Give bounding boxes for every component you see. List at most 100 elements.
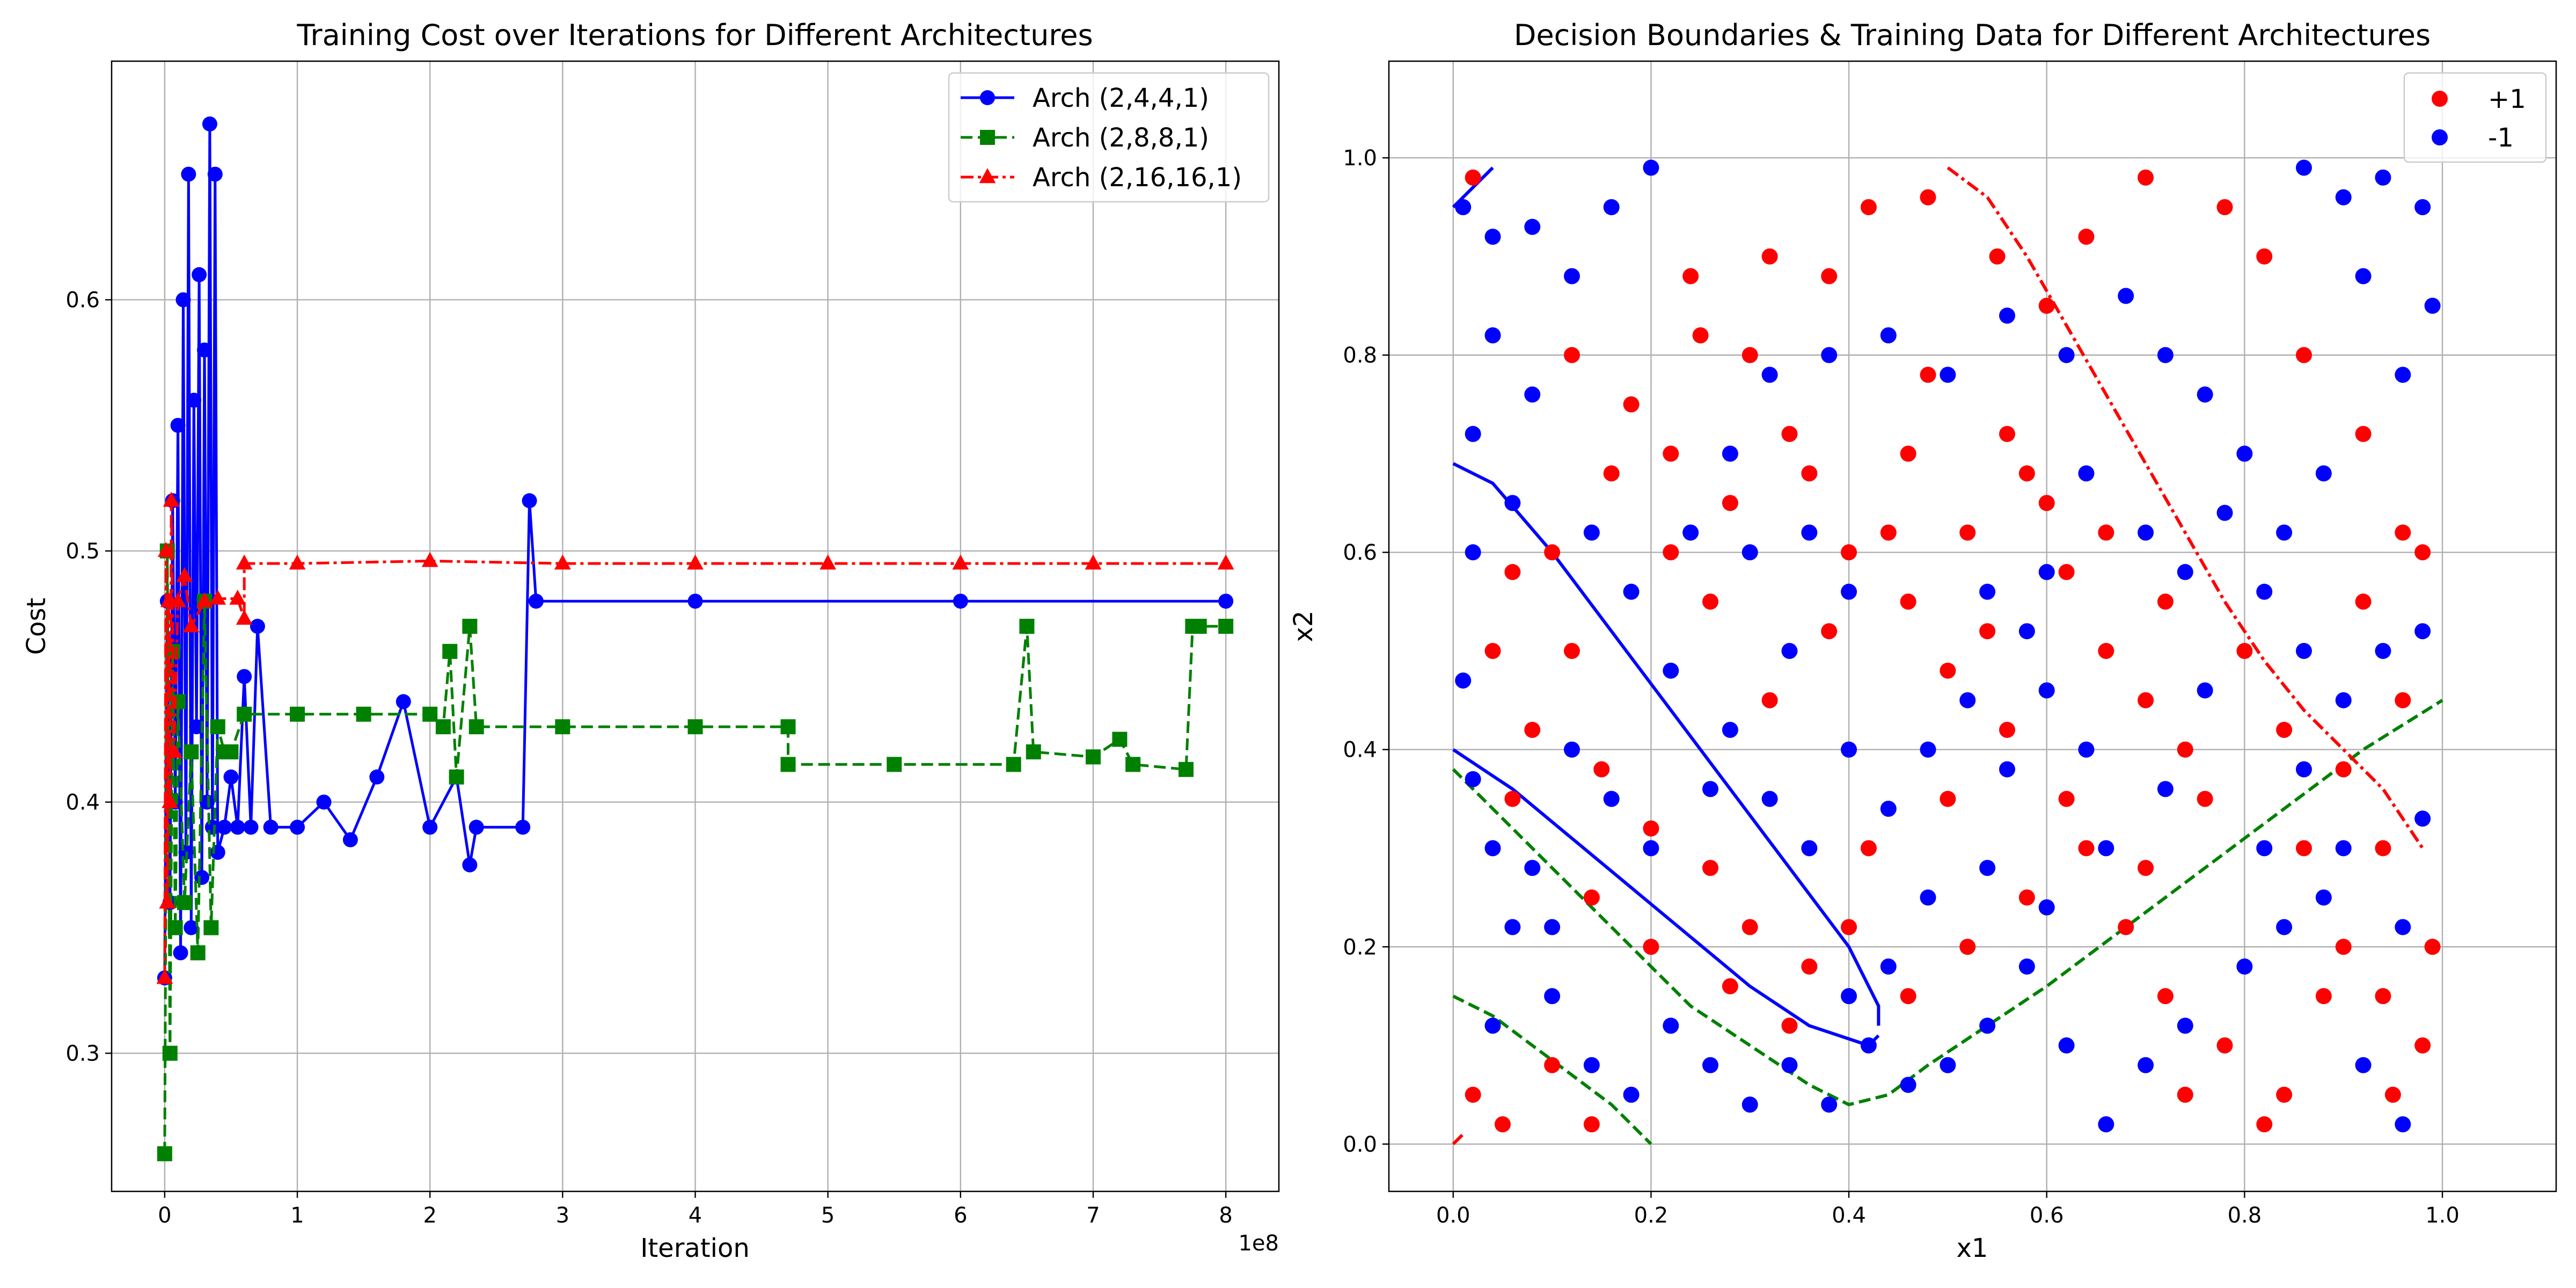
data-point <box>2375 840 2391 857</box>
data-point <box>1979 583 1996 600</box>
data-point <box>1643 159 1659 176</box>
data-point <box>230 819 245 835</box>
data-point <box>2118 919 2134 935</box>
data-point <box>2078 229 2095 245</box>
data-point <box>163 492 180 507</box>
data-point <box>173 945 188 961</box>
data-point <box>2058 1037 2075 1054</box>
data-point <box>469 719 484 735</box>
data-point <box>2335 761 2352 778</box>
data-point <box>1663 544 1679 561</box>
data-point <box>2256 248 2273 265</box>
x-tick-label: 0.6 <box>2030 1203 2064 1228</box>
data-point <box>952 554 969 570</box>
data-point <box>1920 189 1936 206</box>
data-point <box>1682 524 1699 541</box>
y-tick-label: 0.0 <box>1343 1132 1377 1157</box>
data-point <box>1761 367 1778 383</box>
data-point <box>2197 791 2213 807</box>
data-point <box>1741 347 1758 363</box>
data-point <box>1455 672 1472 689</box>
data-point <box>2157 347 2174 363</box>
decision-plot-frame <box>1388 60 2557 1192</box>
data-point <box>2335 189 2352 206</box>
data-point <box>2138 524 2154 541</box>
data-point <box>2395 1116 2411 1133</box>
legend-label: -1 <box>2488 123 2514 153</box>
data-point <box>2038 495 2055 511</box>
data-point <box>1940 367 1956 383</box>
data-point <box>2256 1116 2273 1133</box>
data-point <box>1217 554 1234 570</box>
data-point <box>1722 495 1738 511</box>
data-point <box>1920 741 1936 758</box>
data-point <box>157 1146 172 1161</box>
data-point <box>1682 268 1699 284</box>
data-point <box>1999 761 2016 778</box>
data-point <box>2138 860 2154 876</box>
data-point <box>1465 426 1481 442</box>
data-point <box>1989 248 2006 265</box>
data-point <box>422 819 438 835</box>
data-point <box>687 594 703 609</box>
data-point <box>2038 899 2055 916</box>
data-point <box>1563 741 1580 758</box>
data-point <box>1504 919 1521 935</box>
data-point <box>1940 1057 1956 1073</box>
data-point <box>182 617 200 633</box>
data-point <box>165 743 182 758</box>
data-point <box>1544 544 1561 561</box>
data-point <box>2138 692 2154 708</box>
data-point <box>1841 919 1857 935</box>
data-point <box>1722 721 1738 738</box>
data-point <box>2177 1086 2193 1103</box>
data-point <box>1940 791 1956 807</box>
data-point <box>1959 524 1976 541</box>
data-point <box>1494 1116 1511 1133</box>
y-tick-label: 0.6 <box>1343 540 1377 565</box>
x-tick-label: 3 <box>556 1203 569 1228</box>
data-point <box>1880 800 1897 817</box>
data-point <box>1524 721 1541 738</box>
cost-grid <box>112 61 1279 1191</box>
data-point <box>263 819 279 835</box>
data-point <box>2098 840 2114 857</box>
data-point <box>290 819 305 835</box>
data-point <box>156 969 173 984</box>
decision-boundary-line <box>1452 994 1652 1145</box>
data-point <box>2018 958 2035 975</box>
data-point <box>2355 268 2372 284</box>
data-point <box>1465 771 1481 787</box>
data-point <box>1821 347 1838 363</box>
y-tick-label: 0.2 <box>1343 935 1377 960</box>
data-point <box>1544 1057 1561 1073</box>
data-point <box>687 719 703 735</box>
data-point <box>2375 169 2391 186</box>
data-point <box>1979 1018 1996 1034</box>
data-point <box>2315 988 2332 1005</box>
data-point <box>2078 741 2095 758</box>
data-point <box>237 669 252 684</box>
data-point <box>462 619 478 634</box>
data-point <box>1663 1018 1679 1034</box>
data-point <box>356 706 371 722</box>
data-point <box>2315 889 2332 906</box>
data-point <box>1026 744 1041 759</box>
data-point <box>2216 504 2233 521</box>
data-point <box>167 920 183 935</box>
decision-chart: 0.0 0.2 0.4 0.6 0.8 1.0 0.0 0.2 0.4 0.6 0.8 1.0 Dec… <box>1289 18 2557 1263</box>
data-point <box>159 894 176 909</box>
x-tick-label: 0.0 <box>1436 1203 1470 1228</box>
data-point <box>2078 840 2095 857</box>
data-point <box>442 643 458 659</box>
data-point <box>2276 919 2293 935</box>
data-point <box>1524 218 1541 235</box>
data-point <box>1979 623 1996 640</box>
data-point <box>953 594 968 609</box>
data-point <box>2295 159 2312 176</box>
data-point <box>1484 642 1501 659</box>
series-line <box>163 551 1226 1154</box>
class-points-1 <box>1455 159 2441 1133</box>
data-point <box>2276 721 2293 738</box>
data-point <box>1455 199 1472 215</box>
